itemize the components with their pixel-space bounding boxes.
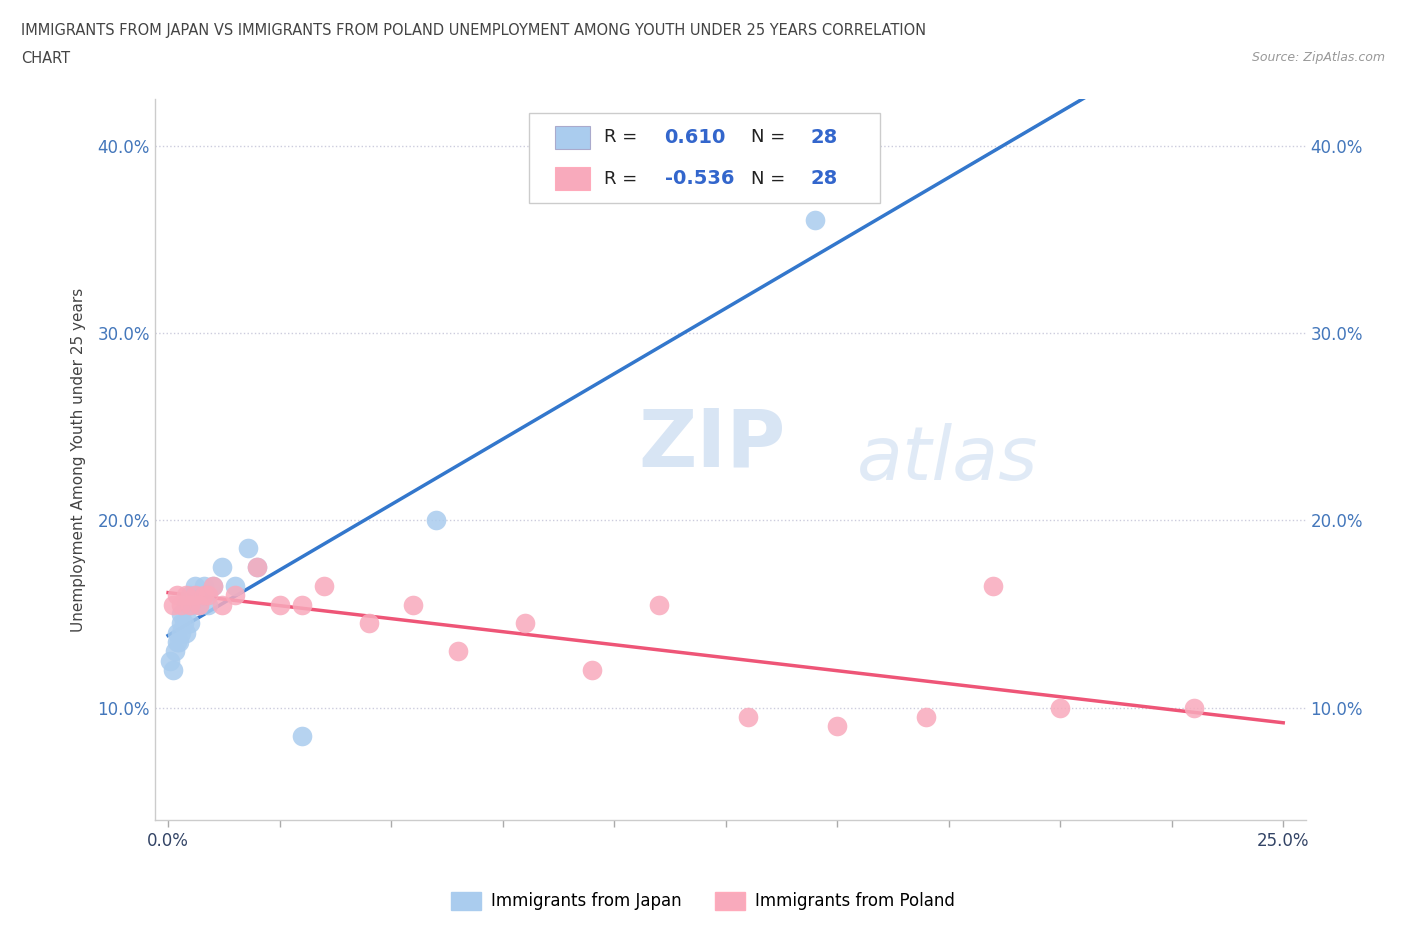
Point xyxy=(162,663,184,678)
Point xyxy=(193,588,215,603)
Point xyxy=(804,213,827,228)
Point xyxy=(179,597,201,612)
Point xyxy=(167,634,190,649)
Point xyxy=(179,616,201,631)
Point xyxy=(162,597,184,612)
Point xyxy=(193,578,215,593)
Legend: Immigrants from Japan, Immigrants from Poland: Immigrants from Japan, Immigrants from P… xyxy=(444,885,962,917)
Point xyxy=(737,710,759,724)
Point xyxy=(581,663,603,678)
Point xyxy=(1049,700,1071,715)
Point xyxy=(402,597,425,612)
Point xyxy=(174,588,197,603)
Point xyxy=(197,597,219,612)
Point xyxy=(425,512,447,527)
Point xyxy=(314,578,336,593)
Point xyxy=(184,588,207,603)
Point xyxy=(170,597,193,612)
Text: ZIP: ZIP xyxy=(638,406,786,484)
Point xyxy=(163,644,186,658)
Text: -0.536: -0.536 xyxy=(665,169,734,189)
Point xyxy=(246,560,269,575)
Point xyxy=(224,578,246,593)
Point xyxy=(170,625,193,640)
Point xyxy=(238,541,260,556)
Text: R =: R = xyxy=(603,128,643,146)
Point xyxy=(166,634,188,649)
Text: Source: ZipAtlas.com: Source: ZipAtlas.com xyxy=(1251,51,1385,64)
Point xyxy=(211,560,233,575)
Point xyxy=(197,588,219,603)
Point xyxy=(246,560,269,575)
Point xyxy=(179,588,201,603)
Point xyxy=(188,597,211,612)
Point xyxy=(224,588,246,603)
Point xyxy=(174,597,197,612)
FancyBboxPatch shape xyxy=(555,126,589,149)
Point xyxy=(357,616,380,631)
Text: IMMIGRANTS FROM JAPAN VS IMMIGRANTS FROM POLAND UNEMPLOYMENT AMONG YOUTH UNDER 2: IMMIGRANTS FROM JAPAN VS IMMIGRANTS FROM… xyxy=(21,23,927,38)
Point xyxy=(648,597,671,612)
Point xyxy=(291,728,314,743)
Point xyxy=(981,578,1004,593)
Text: atlas: atlas xyxy=(856,423,1038,496)
Text: N =: N = xyxy=(751,128,790,146)
Text: 28: 28 xyxy=(811,128,838,147)
Point xyxy=(166,588,188,603)
FancyBboxPatch shape xyxy=(555,167,589,191)
Point xyxy=(170,606,193,621)
Point xyxy=(179,597,201,612)
Point xyxy=(269,597,291,612)
Text: CHART: CHART xyxy=(21,51,70,66)
Point xyxy=(159,654,181,669)
Text: 0.610: 0.610 xyxy=(665,128,725,147)
Text: R =: R = xyxy=(603,170,643,188)
Point xyxy=(211,597,233,612)
Point xyxy=(170,616,193,631)
Point xyxy=(184,578,207,593)
Point xyxy=(915,710,938,724)
Point xyxy=(291,597,314,612)
Point xyxy=(825,719,848,734)
Text: 28: 28 xyxy=(811,169,838,189)
FancyBboxPatch shape xyxy=(529,113,880,204)
Text: N =: N = xyxy=(751,170,790,188)
Point xyxy=(166,625,188,640)
Point xyxy=(447,644,470,658)
Point xyxy=(174,625,197,640)
Point xyxy=(201,578,224,593)
Point xyxy=(513,616,536,631)
Y-axis label: Unemployment Among Youth under 25 years: Unemployment Among Youth under 25 years xyxy=(72,287,86,631)
Point xyxy=(173,616,195,631)
Point xyxy=(188,597,211,612)
Point xyxy=(1182,700,1205,715)
Point xyxy=(184,597,207,612)
Point xyxy=(201,578,224,593)
